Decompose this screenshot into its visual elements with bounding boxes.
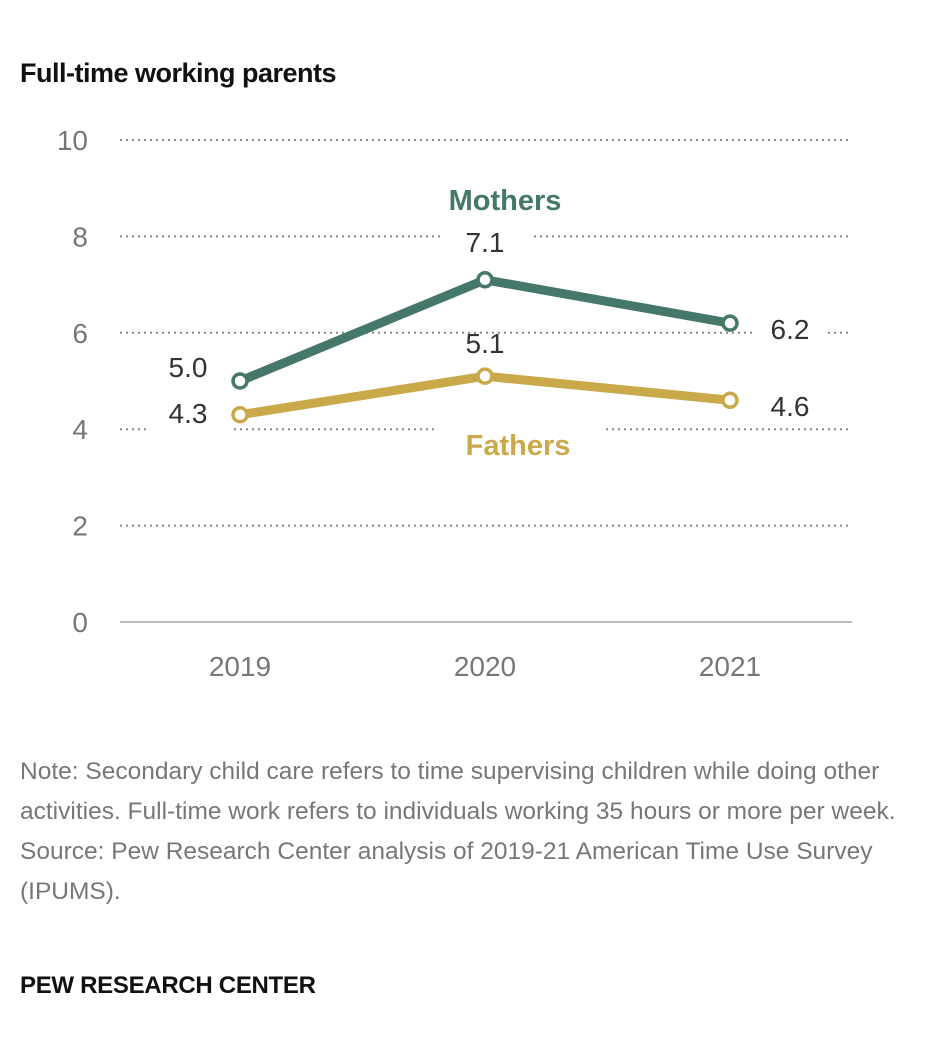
- data-point: [721, 391, 739, 410]
- y-tick-label: 6: [72, 318, 88, 349]
- x-tick-label: 2021: [699, 651, 761, 682]
- series-label: Mothers: [449, 185, 562, 217]
- data-point: [476, 367, 494, 385]
- label-background: [755, 310, 825, 350]
- series-label: Fathers: [466, 430, 571, 462]
- data-label: 5.1: [466, 328, 505, 359]
- chart-note: Note: Secondary child care refers to tim…: [20, 752, 920, 912]
- label-background: [440, 225, 530, 260]
- y-tick-label: 0: [72, 607, 88, 638]
- label-background: [150, 410, 230, 450]
- label-background: [435, 420, 605, 465]
- source-text: Source: Pew Research Center analysis of …: [20, 838, 873, 905]
- data-label: 4.3: [169, 398, 208, 429]
- data-point: [231, 405, 249, 424]
- brand-logo-text: PEW RESEARCH CENTER: [20, 972, 316, 999]
- data-point: [231, 372, 249, 390]
- data-point: [721, 314, 739, 332]
- y-tick-label: 8: [72, 221, 88, 252]
- y-tick-label: 4: [72, 414, 88, 445]
- label-background: [755, 390, 825, 425]
- data-label: 7.1: [466, 227, 505, 258]
- x-tick-label: 2020: [454, 651, 516, 682]
- chart-title: Full-time working parents: [20, 58, 337, 88]
- y-tick-label: 10: [57, 125, 88, 156]
- data-point: [476, 271, 494, 289]
- data-label: 4.6: [771, 391, 810, 422]
- data-label: 6.2: [771, 314, 810, 345]
- y-tick-label: 2: [72, 511, 88, 542]
- note-text: Note: Secondary child care refers to tim…: [20, 758, 896, 825]
- line-chart: 0 2 4 6 8 10 2019 2020 2021 5.0 7.1 6.2 Mothers 4.3 5.…: [57, 125, 852, 682]
- x-tick-label: 2019: [209, 651, 271, 682]
- data-label: 5.0: [169, 352, 208, 383]
